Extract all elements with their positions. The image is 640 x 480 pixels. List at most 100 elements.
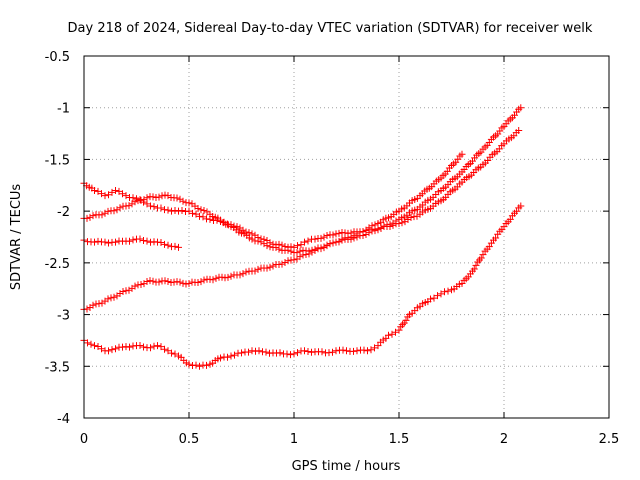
data-point-interp: [263, 264, 271, 272]
data-point: [353, 230, 361, 238]
data-point-interp: [245, 348, 252, 356]
x-axis-label: GPS time / hours: [292, 459, 401, 474]
data-point-interp: [126, 343, 133, 351]
data-point-interp: [294, 349, 301, 357]
data-point-interp: [161, 240, 168, 248]
data-point-interp: [472, 261, 480, 269]
data-point-interp: [262, 348, 270, 356]
data-point-interp: [179, 279, 187, 287]
data-point-interp: [161, 206, 168, 214]
data-point: [395, 326, 403, 334]
data-point-interp: [257, 238, 265, 246]
data-point-interp: [231, 351, 238, 359]
data-point-interp: [173, 194, 181, 202]
data-point: [374, 226, 382, 234]
data-point-interp: [104, 207, 112, 215]
data-point-interp: [276, 349, 284, 357]
x-tick-label: 1: [290, 432, 298, 447]
data-point-interp: [105, 347, 112, 355]
data-point: [458, 150, 466, 158]
data-point-interp: [194, 279, 202, 287]
data-point-interp: [110, 207, 118, 215]
data-point-interp: [194, 205, 202, 213]
data-point: [517, 104, 525, 112]
data-point-interp: [224, 273, 232, 281]
data-series-2: [80, 104, 525, 257]
data-point-interp: [140, 236, 147, 244]
data-point: [332, 347, 340, 355]
data-point-interp: [87, 340, 95, 348]
y-tick-label: -2: [57, 205, 70, 220]
data-point: [112, 345, 119, 353]
data-point-interp: [302, 250, 310, 258]
data-point: [185, 280, 193, 288]
data-point-interp: [197, 278, 205, 286]
data-point-interp: [356, 228, 364, 236]
data-point-interp: [492, 234, 500, 242]
data-point-interp: [147, 202, 154, 210]
data-point-interp: [150, 203, 158, 211]
data-series-1: [80, 126, 523, 251]
data-series-5: [80, 202, 525, 370]
plot-frame: [83, 55, 610, 419]
data-point-interp: [254, 265, 262, 273]
data-point-interp: [136, 235, 144, 243]
data-point-interp: [275, 245, 283, 253]
data-point: [91, 238, 98, 246]
data-point-interp: [485, 243, 493, 251]
data-point-interp: [161, 345, 168, 353]
data-point-interp: [239, 270, 247, 278]
data-point-interp: [137, 280, 145, 288]
data-point-interp: [470, 265, 478, 273]
data-point: [164, 206, 172, 214]
data-point-interp: [477, 254, 485, 262]
data-point-interp: [255, 347, 263, 355]
y-tick-label: -1.5: [45, 153, 70, 168]
data-point: [112, 186, 119, 194]
data-point-interp: [434, 292, 441, 300]
data-point-interp: [131, 198, 139, 206]
data-point-interp: [287, 247, 295, 255]
data-point-interp: [83, 305, 91, 313]
data-point: [343, 347, 350, 355]
data-point-interp: [317, 234, 325, 242]
data-point: [101, 192, 109, 200]
data-point-interp: [281, 258, 289, 266]
data-point-interp: [203, 361, 210, 369]
data-point: [101, 209, 109, 217]
data-point: [332, 238, 340, 246]
data-point-interp: [371, 221, 379, 229]
y-tick-label: -2.5: [45, 257, 70, 272]
y-tick-label: -0.5: [45, 50, 70, 65]
data-point: [175, 207, 182, 215]
data-point: [238, 349, 245, 357]
x-tick-label: 0.5: [179, 432, 200, 447]
data-point: [290, 350, 298, 358]
data-point-interp: [335, 229, 343, 237]
data-point-interp: [338, 235, 346, 243]
data-point-interp: [284, 246, 292, 254]
data-point-interp: [283, 350, 291, 358]
data-point: [91, 342, 98, 350]
data-point-interp: [359, 228, 367, 236]
data-point-interp: [318, 348, 326, 356]
data-point-interp: [287, 351, 294, 359]
data-point-interp: [239, 226, 247, 234]
data-point: [217, 354, 224, 362]
data-point: [122, 287, 130, 295]
x-tick-label: 2: [500, 432, 508, 447]
data-point-interp: [125, 286, 133, 294]
data-point-interp: [86, 213, 94, 221]
data-point: [154, 342, 161, 350]
data-point-interp: [266, 263, 274, 271]
data-point-interp: [170, 278, 178, 286]
y-axis-label: SDTVAR / TECUs: [9, 184, 24, 291]
chart-title: Day 218 of 2024, Sidereal Day-to-day VTE…: [68, 21, 593, 36]
data-point-interp: [200, 206, 208, 214]
data-point: [112, 238, 119, 246]
data-point-interp: [157, 239, 165, 246]
data-point-interp: [224, 353, 231, 361]
data-point-interp: [304, 237, 312, 245]
data-point-interp: [155, 193, 163, 201]
